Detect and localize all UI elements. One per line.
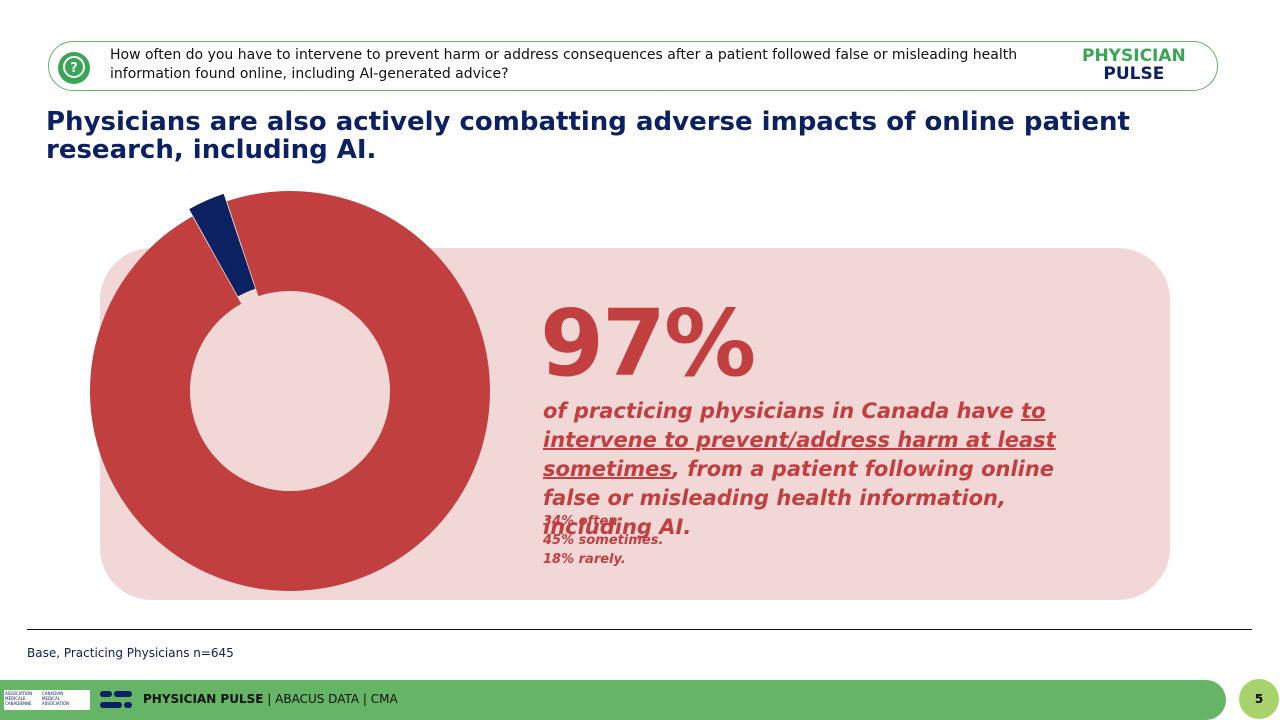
headline: Physicians are also actively combatting … (46, 107, 1130, 165)
footer-text: PHYSICIAN PULSE | ABACUS DATA | CMA (143, 692, 398, 706)
breakdown: 45% sometimes. (543, 533, 664, 548)
question-icon: ? (58, 52, 90, 84)
breakdown: 34% often. (543, 514, 623, 529)
logo-line: PHYSICIAN (1082, 46, 1186, 66)
divider (27, 629, 1252, 630)
logo: PHYSICIAN PULSE (1082, 47, 1186, 83)
question-box (48, 41, 1218, 91)
donut-segment (189, 193, 256, 297)
page-number: 5 (1239, 679, 1279, 719)
underlined-text: to intervene to prevent/address harm at … (543, 399, 1056, 481)
text: of practicing physicians in Canada have (543, 399, 1022, 423)
logo-line: PULSE (1103, 64, 1165, 84)
cma-logo: ASSOCIATION MÉDICALE CANADIENNE CANADIAN … (4, 690, 90, 710)
chart (89, 190, 1170, 600)
text: , from a patient following online false … (543, 457, 1055, 539)
sources: | ABACUS DATA | CMA (263, 692, 398, 706)
big-value: 97% (540, 290, 756, 397)
breakdown: 18% rarely. (543, 552, 626, 567)
org-name: CANADIAN MEDICAL ASSOCIATION (42, 691, 70, 706)
description: of practicing physicians in Canada have … (543, 397, 1073, 542)
donut-segment (89, 190, 491, 591)
question: How often do you have to intervene to pr… (110, 47, 1018, 82)
org-name: ASSOCIATION MÉDICALE CANADIENNE (5, 691, 33, 706)
brand: PHYSICIAN PULSE (143, 692, 264, 706)
svg-text:?: ? (70, 61, 78, 76)
base-note: Base, Practicing Physicians n=645 (27, 646, 234, 660)
footer-bar (0, 680, 1226, 720)
brand-icon (100, 691, 132, 708)
